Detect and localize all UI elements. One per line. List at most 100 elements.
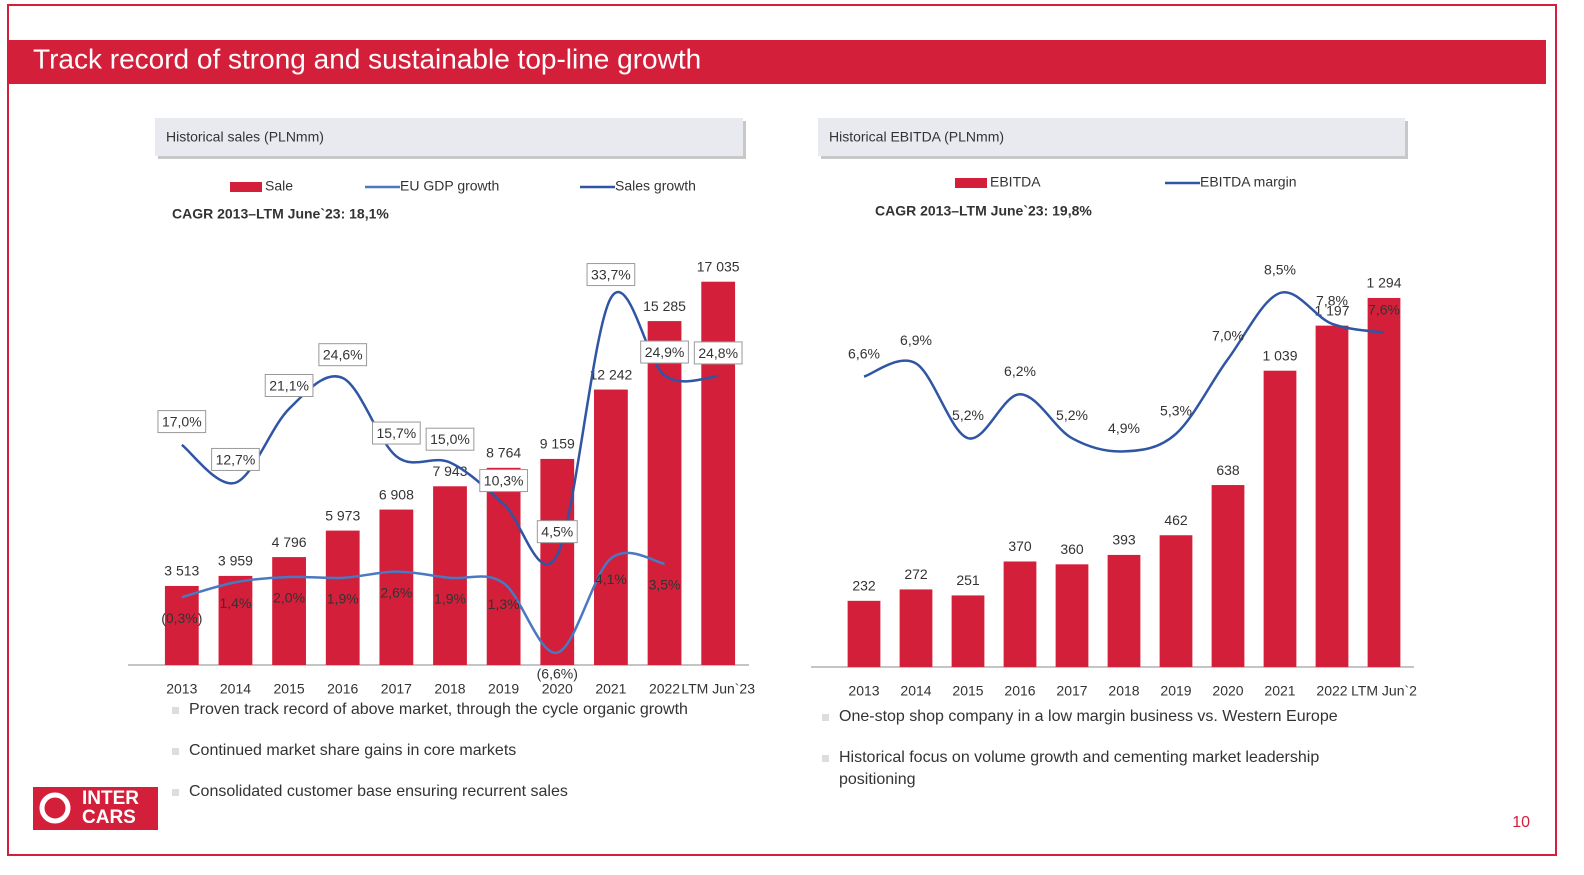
x-tick-label: 2015 bbox=[952, 683, 983, 699]
x-tick-label: 2020 bbox=[542, 681, 573, 697]
bar bbox=[218, 575, 253, 665]
line-value-label: (0,3%) bbox=[161, 610, 202, 626]
chart-subtitle: CAGR 2013–LTM June`23: 19,8% bbox=[875, 203, 1092, 219]
line-value-label: 1,4% bbox=[219, 595, 251, 611]
line-value-label: 5,2% bbox=[952, 407, 984, 423]
legend-label: EU GDP growth bbox=[400, 178, 499, 194]
line-value-label: 7,0% bbox=[1212, 328, 1244, 344]
line-value-label: 6,9% bbox=[900, 332, 932, 348]
label-box bbox=[264, 373, 314, 397]
line-value-label: 7,6% bbox=[1368, 301, 1400, 317]
bar-value-label: 1 294 bbox=[1366, 275, 1401, 291]
x-tick-label: LTM Jun`2 bbox=[1351, 683, 1417, 699]
chart-subtitle: CAGR 2013–LTM June`23: 18,1% bbox=[172, 206, 389, 222]
x-tick-label: 2016 bbox=[1004, 683, 1035, 699]
label-box bbox=[425, 427, 475, 451]
bar bbox=[847, 600, 881, 667]
title-bar bbox=[9, 40, 1546, 84]
bullet: One-stop shop company in a low margin bu… bbox=[822, 706, 1338, 728]
label-box bbox=[211, 447, 260, 471]
x-tick-label: 2014 bbox=[900, 683, 931, 699]
line bbox=[181, 290, 719, 566]
bar bbox=[272, 557, 306, 665]
bar-value-label: 393 bbox=[1112, 532, 1136, 548]
bar bbox=[164, 585, 199, 665]
line-value-label: 4,1% bbox=[595, 571, 627, 587]
bar-value-label: 462 bbox=[1164, 512, 1188, 528]
bar-value-label: 8 764 bbox=[486, 445, 521, 461]
line-value-label: (6,6%) bbox=[537, 665, 578, 681]
x-tick-label: 2018 bbox=[1108, 683, 1139, 699]
bar-value-label: 251 bbox=[956, 572, 980, 588]
label-box bbox=[693, 341, 743, 365]
line-value-label: 8,5% bbox=[1264, 262, 1296, 278]
x-tick-label: 2017 bbox=[1056, 683, 1087, 699]
bullet: Historical focus on volume growth and ce… bbox=[822, 747, 1359, 791]
label-box bbox=[479, 469, 528, 493]
line-value-label: 5,2% bbox=[1056, 407, 1088, 423]
legend-swatch bbox=[230, 182, 262, 192]
bar-value-label: 6 908 bbox=[379, 486, 414, 502]
bar bbox=[1367, 297, 1401, 667]
x-tick-label: 2015 bbox=[274, 681, 305, 697]
line bbox=[181, 551, 665, 654]
bullet: Continued market share gains in core mar… bbox=[172, 740, 516, 762]
bar bbox=[701, 281, 736, 665]
legend-label: Sales growth bbox=[615, 178, 696, 194]
line-value-label: 3,5% bbox=[649, 576, 681, 592]
line-value-label: 33,7% bbox=[591, 267, 631, 283]
bar-value-label: 638 bbox=[1216, 462, 1240, 478]
line-value-label: 15,0% bbox=[430, 431, 470, 447]
bar bbox=[1211, 485, 1245, 667]
bar-value-label: 15 285 bbox=[643, 298, 686, 314]
logo-text: INTER bbox=[82, 788, 139, 809]
line-value-label: 24,9% bbox=[645, 344, 685, 360]
bar-value-label: 1 197 bbox=[1314, 302, 1349, 318]
x-tick-label: 2017 bbox=[381, 681, 412, 697]
line-value-label: 15,7% bbox=[377, 425, 417, 441]
line-value-label: 4,9% bbox=[1108, 420, 1140, 436]
line-value-label: 1,9% bbox=[434, 591, 466, 607]
slide-title: Track record of strong and sustainable t… bbox=[33, 43, 701, 74]
bar-value-label: 360 bbox=[1060, 541, 1084, 557]
bar bbox=[1003, 561, 1037, 667]
legend-label: Sale bbox=[265, 178, 293, 194]
bar bbox=[1315, 325, 1349, 667]
bar bbox=[951, 595, 985, 667]
line-value-label: 24,8% bbox=[698, 345, 738, 361]
line-value-label: 2,0% bbox=[273, 590, 305, 606]
bar bbox=[899, 589, 933, 667]
line-value-label: 21,1% bbox=[269, 377, 309, 393]
bar-value-label: 3 513 bbox=[164, 563, 199, 579]
x-tick-label: 2022 bbox=[649, 681, 680, 697]
bar bbox=[647, 321, 682, 665]
x-tick-label: 2021 bbox=[595, 681, 626, 697]
x-tick-label: 2019 bbox=[1160, 683, 1191, 699]
logo-text: CARS bbox=[82, 807, 136, 828]
panel-title: Historical EBITDA (PLNmm) bbox=[829, 129, 1004, 145]
bar-value-label: 12 242 bbox=[589, 366, 632, 382]
line-value-label: 5,3% bbox=[1160, 403, 1192, 419]
bar-value-label: 17 035 bbox=[697, 258, 740, 274]
bar bbox=[486, 467, 521, 665]
line-value-label: 6,2% bbox=[1004, 363, 1036, 379]
bar bbox=[1107, 554, 1141, 667]
bar-value-label: 232 bbox=[852, 578, 876, 594]
bar bbox=[1263, 370, 1297, 667]
panel-header bbox=[818, 118, 1405, 156]
line-value-label: 4,5% bbox=[541, 524, 573, 540]
bullet: Proven track record of above market, thr… bbox=[172, 699, 688, 721]
line-value-label: 24,6% bbox=[323, 347, 363, 363]
bar-value-label: 5 973 bbox=[325, 507, 360, 523]
bar bbox=[325, 530, 360, 665]
bar bbox=[540, 458, 575, 665]
x-tick-label: 2016 bbox=[327, 681, 358, 697]
x-tick-label: 2019 bbox=[488, 681, 519, 697]
bar bbox=[379, 509, 414, 665]
logo-icon bbox=[39, 792, 71, 824]
bar-value-label: 9 159 bbox=[540, 436, 575, 452]
bar-value-label: 4 796 bbox=[272, 534, 307, 550]
line bbox=[863, 291, 1385, 453]
